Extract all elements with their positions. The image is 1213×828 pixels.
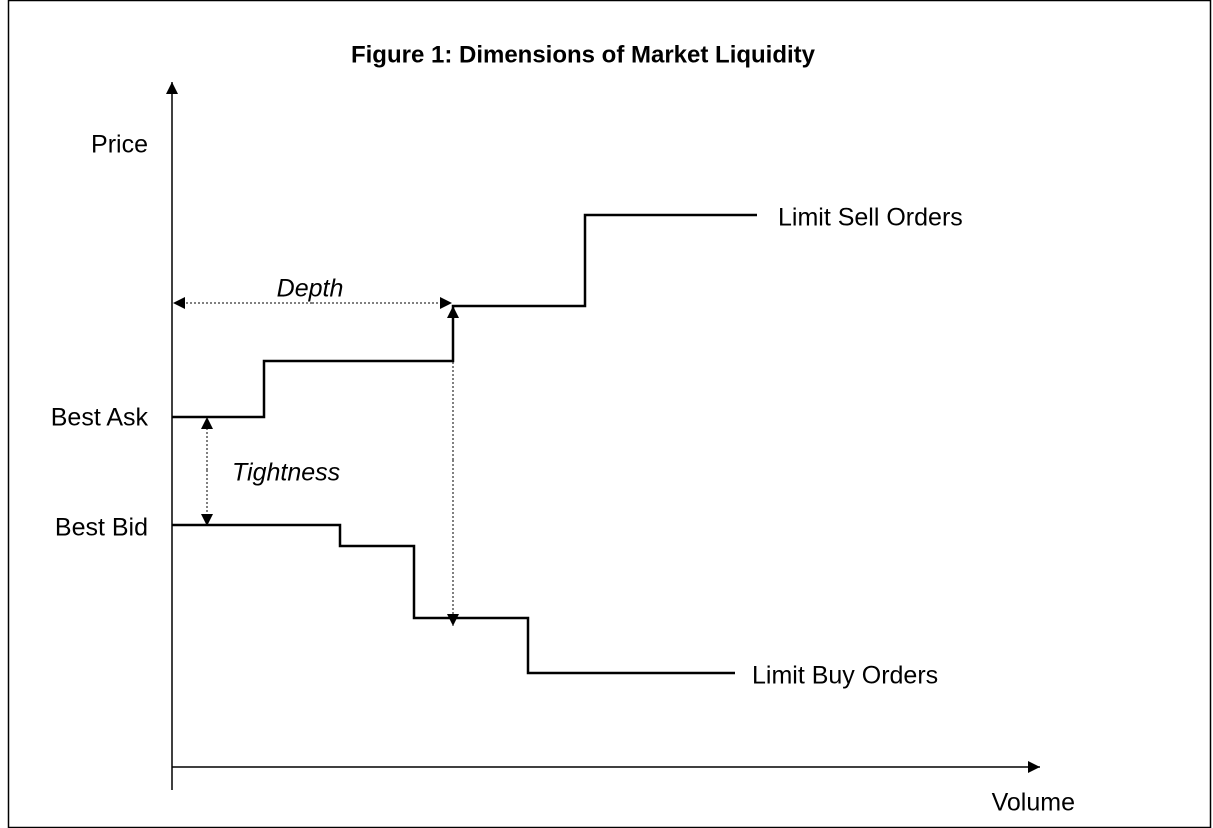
buy-curve — [172, 523, 735, 675]
buy-curve-label: Limit Buy Orders — [752, 662, 938, 690]
frame — [7, 0, 1212, 828]
best-ask-label: Best Ask — [51, 404, 149, 432]
depth-label: Depth — [277, 275, 344, 303]
y-axis-label: Price — [91, 131, 148, 159]
best-bid-label: Best Bid — [55, 514, 148, 542]
tightness-label: Tightness — [232, 459, 340, 487]
x-axis-label: Volume — [992, 789, 1075, 817]
title: Figure 1: Dimensions of Market Liquidity — [351, 41, 816, 68]
sell-curve — [172, 213, 757, 419]
sell-curve-label: Limit Sell Orders — [778, 204, 963, 232]
